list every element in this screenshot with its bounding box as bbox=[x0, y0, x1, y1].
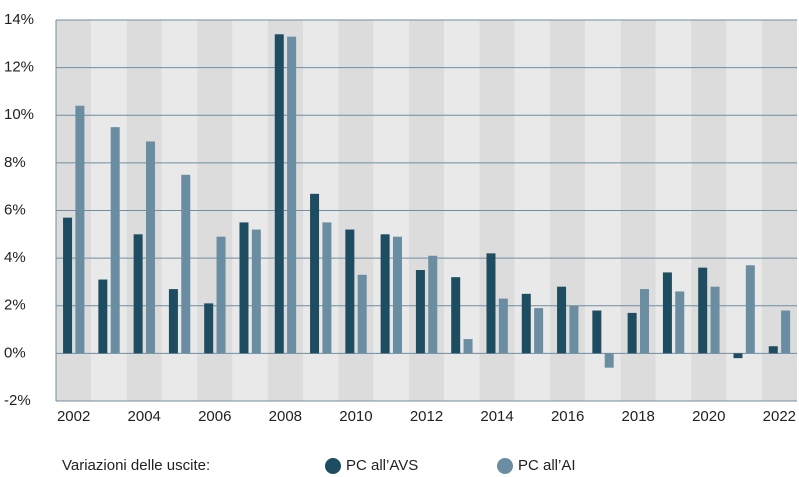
legend-swatch bbox=[497, 458, 513, 474]
bar bbox=[498, 298, 508, 354]
y-tick-label: 10% bbox=[4, 106, 34, 123]
legend-swatch bbox=[325, 458, 341, 474]
bar bbox=[662, 272, 672, 354]
x-tick-label: 2004 bbox=[128, 408, 161, 425]
bar bbox=[204, 303, 214, 354]
bar bbox=[274, 34, 284, 354]
bar bbox=[392, 236, 402, 354]
bar bbox=[534, 308, 544, 354]
x-tick-label: 2002 bbox=[57, 408, 90, 425]
bar bbox=[745, 265, 755, 354]
bar bbox=[133, 234, 143, 354]
bar bbox=[310, 193, 320, 354]
bar bbox=[675, 291, 685, 354]
bar bbox=[63, 217, 73, 354]
x-tick-label: 2014 bbox=[480, 408, 513, 425]
bar bbox=[415, 270, 425, 354]
bar bbox=[239, 222, 249, 354]
bar bbox=[569, 305, 579, 354]
bar bbox=[486, 253, 496, 354]
bar bbox=[710, 286, 720, 354]
bar bbox=[357, 274, 367, 354]
y-tick-label: 6% bbox=[4, 201, 26, 218]
bar bbox=[781, 310, 791, 354]
y-tick-label: 4% bbox=[4, 249, 26, 266]
y-tick-label: -2% bbox=[4, 392, 31, 409]
bar bbox=[251, 229, 261, 354]
x-tick-label: 2006 bbox=[198, 408, 231, 425]
x-tick-label: 2016 bbox=[551, 408, 584, 425]
bar bbox=[110, 127, 120, 354]
bar bbox=[627, 312, 637, 354]
bar bbox=[592, 310, 602, 354]
bar bbox=[733, 353, 743, 359]
y-tick-label: 2% bbox=[4, 297, 26, 314]
y-tick-label: 12% bbox=[4, 59, 34, 76]
bar bbox=[345, 229, 355, 354]
bar bbox=[428, 255, 438, 354]
x-tick-label: 2012 bbox=[410, 408, 443, 425]
bar bbox=[380, 234, 390, 354]
legend-label: PC all’AI bbox=[518, 457, 576, 474]
x-tick-label: 2020 bbox=[692, 408, 725, 425]
x-tick-label: 2010 bbox=[339, 408, 372, 425]
legend-title: Variazioni delle uscite: bbox=[62, 457, 210, 474]
grid bbox=[55, 19, 797, 402]
bars bbox=[63, 34, 791, 368]
y-tick-label: 14% bbox=[4, 11, 34, 28]
bar bbox=[768, 346, 778, 354]
bar bbox=[181, 174, 191, 354]
labels: -2% 0% 2% 4% 6% 8% 10% 12% 14% 2002 2004 2006 2008 20… bbox=[4, 11, 796, 425]
bar bbox=[698, 267, 708, 354]
bar bbox=[451, 277, 461, 354]
bar bbox=[75, 105, 85, 354]
y-tick-label: 0% bbox=[4, 344, 26, 361]
bar bbox=[322, 222, 332, 354]
y-tick-label: 8% bbox=[4, 154, 26, 171]
bar bbox=[168, 289, 178, 354]
bar bbox=[98, 279, 108, 354]
bar bbox=[521, 293, 531, 354]
x-tick-label: 2022 bbox=[763, 408, 796, 425]
bar bbox=[145, 141, 155, 354]
bar bbox=[557, 286, 567, 354]
bar bbox=[287, 36, 297, 354]
bar bbox=[463, 339, 473, 354]
x-tick-label: 2018 bbox=[622, 408, 655, 425]
bar bbox=[216, 236, 226, 354]
bar bbox=[604, 353, 614, 368]
bar bbox=[639, 289, 649, 354]
legend-label: PC all’AVS bbox=[346, 457, 418, 474]
x-tick-label: 2008 bbox=[269, 408, 302, 425]
